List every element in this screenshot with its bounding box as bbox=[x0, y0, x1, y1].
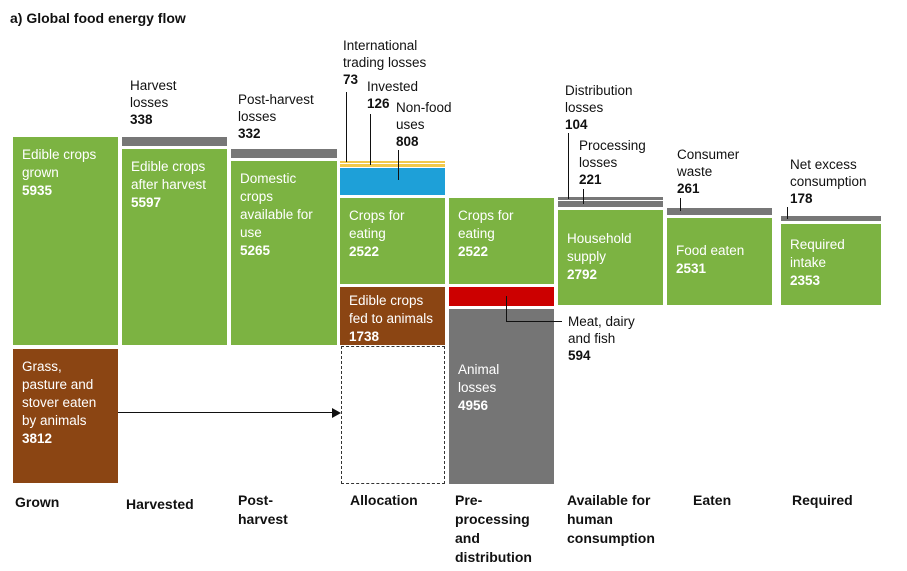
net-excess-leader-line bbox=[787, 207, 788, 219]
trading-leader-line bbox=[346, 92, 347, 162]
callout-value: 126 bbox=[367, 96, 390, 111]
domestic-crops-block: Domestic crops available for use 5265 bbox=[231, 161, 337, 345]
callout-value: 104 bbox=[565, 117, 588, 132]
consumer-waste-bar bbox=[667, 208, 772, 215]
non-food-uses-callout: Non-food uses 808 bbox=[396, 99, 452, 150]
block-label: Required intake bbox=[790, 237, 845, 270]
stage-label-available: Available for human consumption bbox=[567, 492, 655, 546]
callout-value: 594 bbox=[568, 348, 591, 363]
net-excess-callout: Net excess consumption 178 bbox=[790, 156, 867, 207]
block-value: 2522 bbox=[458, 244, 489, 259]
block-value: 2353 bbox=[790, 273, 821, 288]
required-intake-block: Required intake 2353 bbox=[781, 224, 881, 305]
invested-bar bbox=[340, 164, 445, 167]
block-value: 5265 bbox=[240, 243, 271, 258]
distribution-leader-line bbox=[568, 133, 569, 199]
meat-leader-vertical bbox=[506, 296, 507, 322]
block-value: 1738 bbox=[349, 329, 380, 344]
block-value: 2531 bbox=[676, 261, 707, 276]
callout-value: 221 bbox=[579, 172, 602, 187]
callout-value: 261 bbox=[677, 181, 700, 196]
household-supply-block: Household supply 2792 bbox=[558, 210, 663, 305]
post-harvest-losses-callout: Post-harvest losses 332 bbox=[238, 91, 314, 142]
callout-value: 73 bbox=[343, 72, 359, 87]
stage-label-harvested: Harvested bbox=[126, 496, 194, 512]
block-label: Edible crops fed to animals bbox=[349, 293, 434, 326]
harvest-losses-bar bbox=[122, 137, 227, 146]
callout-value: 808 bbox=[396, 134, 419, 149]
stage-label-pre-processing: Pre- processing and distribution bbox=[455, 492, 532, 565]
non-food-uses-bar bbox=[340, 168, 445, 195]
distribution-losses-callout: Distribution losses 104 bbox=[565, 82, 633, 133]
callout-label: Invested bbox=[367, 79, 419, 94]
non-food-leader-line bbox=[398, 150, 399, 180]
stage-label-eaten: Eaten bbox=[693, 492, 732, 508]
consumer-waste-leader-line bbox=[680, 198, 681, 211]
block-value: 5597 bbox=[131, 195, 162, 210]
grass-pasture-block: Grass, pasture and stover eaten by anima… bbox=[13, 349, 118, 483]
callout-value: 178 bbox=[790, 191, 813, 206]
callout-value: 338 bbox=[130, 112, 153, 127]
block-label: Grass, pasture and stover eaten by anima… bbox=[22, 359, 97, 428]
block-value: 2522 bbox=[349, 244, 380, 259]
callout-value: 332 bbox=[238, 126, 261, 141]
callout-label: International trading losses bbox=[343, 38, 427, 70]
block-label: Edible crops after harvest bbox=[131, 159, 207, 192]
meat-dairy-fish-bar bbox=[449, 287, 554, 306]
edible-after-harvest-block: Edible crops after harvest 5597 bbox=[122, 149, 227, 345]
post-harvest-losses-bar bbox=[231, 149, 337, 158]
grass-dashed-outline bbox=[341, 346, 445, 484]
crops-fed-to-animals-block: Edible crops fed to animals 1738 bbox=[340, 287, 445, 345]
callout-label: Consumer waste bbox=[677, 147, 740, 179]
callout-label: Harvest losses bbox=[130, 78, 177, 110]
pre-crops-for-eating-block: Crops for eating 2522 bbox=[449, 198, 554, 284]
grass-to-allocation-arrow-line bbox=[118, 412, 333, 413]
callout-label: Distribution losses bbox=[565, 83, 633, 115]
callout-label: Net excess consumption bbox=[790, 157, 867, 189]
stage-label-post-harvest: Post- harvest bbox=[238, 492, 288, 527]
food-eaten-block: Food eaten 2531 bbox=[667, 218, 772, 305]
harvest-losses-callout: Harvest losses 338 bbox=[130, 77, 177, 128]
block-label: Crops for eating bbox=[349, 208, 405, 241]
block-label: Crops for eating bbox=[458, 208, 514, 241]
callout-label: Post-harvest losses bbox=[238, 92, 314, 124]
arrow-head-icon bbox=[332, 408, 341, 418]
stage-label-required: Required bbox=[792, 492, 853, 508]
stage-label-grown: Grown bbox=[15, 494, 60, 510]
block-label: Food eaten bbox=[676, 243, 745, 258]
net-excess-bar bbox=[781, 216, 881, 221]
animal-losses-block: Animal losses 4956 bbox=[449, 309, 554, 484]
block-label: Domestic crops available for use bbox=[240, 171, 313, 240]
trading-losses-bar bbox=[340, 161, 445, 163]
meat-leader-horizontal bbox=[506, 321, 562, 322]
allocation-crops-for-eating-block: Crops for eating 2522 bbox=[340, 198, 445, 284]
block-value: 2792 bbox=[567, 267, 598, 282]
edible-crops-grown-block: Edible crops grown 5935 bbox=[13, 137, 118, 345]
processing-losses-bar bbox=[558, 201, 663, 207]
processing-losses-callout: Processing losses 221 bbox=[579, 137, 646, 188]
block-value: 3812 bbox=[22, 431, 53, 446]
meat-dairy-callout: Meat, dairy and fish 594 bbox=[568, 313, 635, 364]
consumer-waste-callout: Consumer waste 261 bbox=[677, 146, 739, 197]
block-label: Edible crops grown bbox=[22, 147, 97, 180]
distribution-losses-bar bbox=[558, 197, 663, 200]
callout-label: Non-food uses bbox=[396, 100, 452, 132]
block-label: Household supply bbox=[567, 231, 632, 264]
invested-callout: Invested 126 bbox=[367, 78, 418, 112]
international-trading-callout: International trading losses 73 bbox=[343, 37, 426, 88]
callout-label: Processing losses bbox=[579, 138, 646, 170]
processing-leader-line bbox=[583, 189, 584, 204]
stage-label-allocation: Allocation bbox=[350, 492, 418, 508]
chart-title: a) Global food energy flow bbox=[10, 10, 186, 26]
callout-label: Meat, dairy and fish bbox=[568, 314, 635, 346]
invested-leader-line bbox=[370, 114, 371, 165]
block-value: 5935 bbox=[22, 183, 53, 198]
block-value: 4956 bbox=[458, 398, 489, 413]
block-label: Animal losses bbox=[458, 362, 500, 395]
